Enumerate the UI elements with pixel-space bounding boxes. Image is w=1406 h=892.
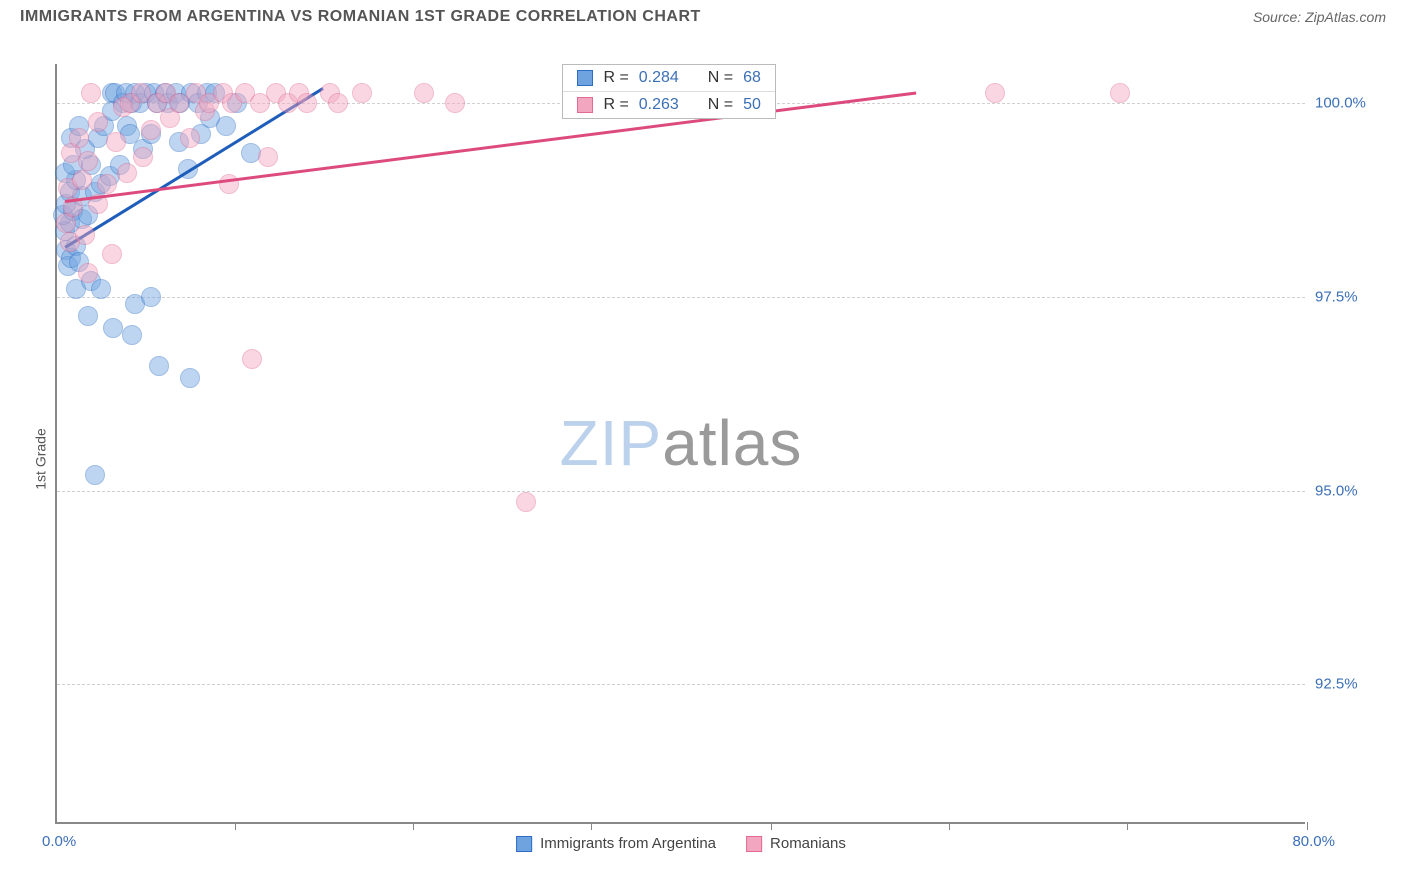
data-point [97,174,117,194]
x-tick-mark [591,822,592,830]
data-point [149,356,169,376]
x-tick-label: 0.0% [42,833,76,850]
data-point [88,112,108,132]
y-tick-label: 100.0% [1315,94,1395,111]
grid-line [57,297,1305,298]
legend-n-value: 50 [743,96,761,114]
data-point [985,83,1005,103]
data-point [117,163,137,183]
legend-n-label: N = [708,96,733,114]
data-point [242,349,262,369]
legend-swatch [577,70,593,86]
data-point [69,128,89,148]
data-point [72,170,92,190]
data-point [141,120,161,140]
watermark-part1: ZIP [560,407,663,479]
legend-swatch [516,836,532,852]
data-point [328,93,348,113]
data-point [180,368,200,388]
data-point [91,279,111,299]
x-tick-mark [949,822,950,830]
legend-bottom: Immigrants from Argentina Romanians [516,835,846,852]
legend-row: R = 0.284 N = 68 [563,65,774,91]
legend-swatch [746,836,762,852]
data-point [122,325,142,345]
legend-n-label: N = [708,69,733,87]
legend-item: Romanians [746,835,846,852]
grid-line [57,491,1305,492]
legend-item: Immigrants from Argentina [516,835,716,852]
data-point [102,244,122,264]
data-point [81,83,101,103]
legend-label: Romanians [770,835,846,852]
chart-source: Source: ZipAtlas.com [1253,9,1386,25]
legend-r-value: 0.263 [639,96,679,114]
legend-r-value: 0.284 [639,69,679,87]
legend-label: Immigrants from Argentina [540,835,716,852]
watermark: ZIPatlas [560,406,803,480]
legend-r-label: R = [603,96,628,114]
data-point [180,128,200,148]
x-tick-mark [413,822,414,830]
legend-swatch [577,97,593,113]
y-tick-label: 97.5% [1315,288,1395,305]
data-point [78,306,98,326]
chart-title: IMMIGRANTS FROM ARGENTINA VS ROMANIAN 1S… [20,8,701,26]
data-point [297,93,317,113]
chart-container: 1st Grade ZIPatlas 92.5%95.0%97.5%100.0%… [0,34,1406,884]
x-tick-mark [1127,822,1128,830]
x-tick-mark [1307,822,1308,830]
data-point [106,132,126,152]
data-point [78,151,98,171]
y-tick-label: 95.0% [1315,482,1395,499]
x-tick-label: 80.0% [1292,833,1335,850]
legend-row: R = 0.263 N = 50 [563,91,774,118]
data-point [1110,83,1130,103]
data-point [352,83,372,103]
data-point [75,225,95,245]
data-point [445,93,465,113]
watermark-part2: atlas [662,407,802,479]
x-tick-mark [771,822,772,830]
data-point [414,83,434,103]
y-tick-label: 92.5% [1315,676,1395,693]
y-axis-label: 1st Grade [33,428,49,489]
plot-area: ZIPatlas 92.5%95.0%97.5%100.0%0.0%80.0%R… [55,64,1305,824]
data-point [78,263,98,283]
data-point [133,147,153,167]
x-tick-mark [235,822,236,830]
legend-r-label: R = [603,69,628,87]
data-point [103,318,123,338]
legend-n-value: 68 [743,69,761,87]
data-point [141,287,161,307]
grid-line [57,684,1305,685]
data-point [516,492,536,512]
data-point [258,147,278,167]
data-point [85,465,105,485]
legend-box: R = 0.284 N = 68 R = 0.263 N = 50 [562,64,775,119]
